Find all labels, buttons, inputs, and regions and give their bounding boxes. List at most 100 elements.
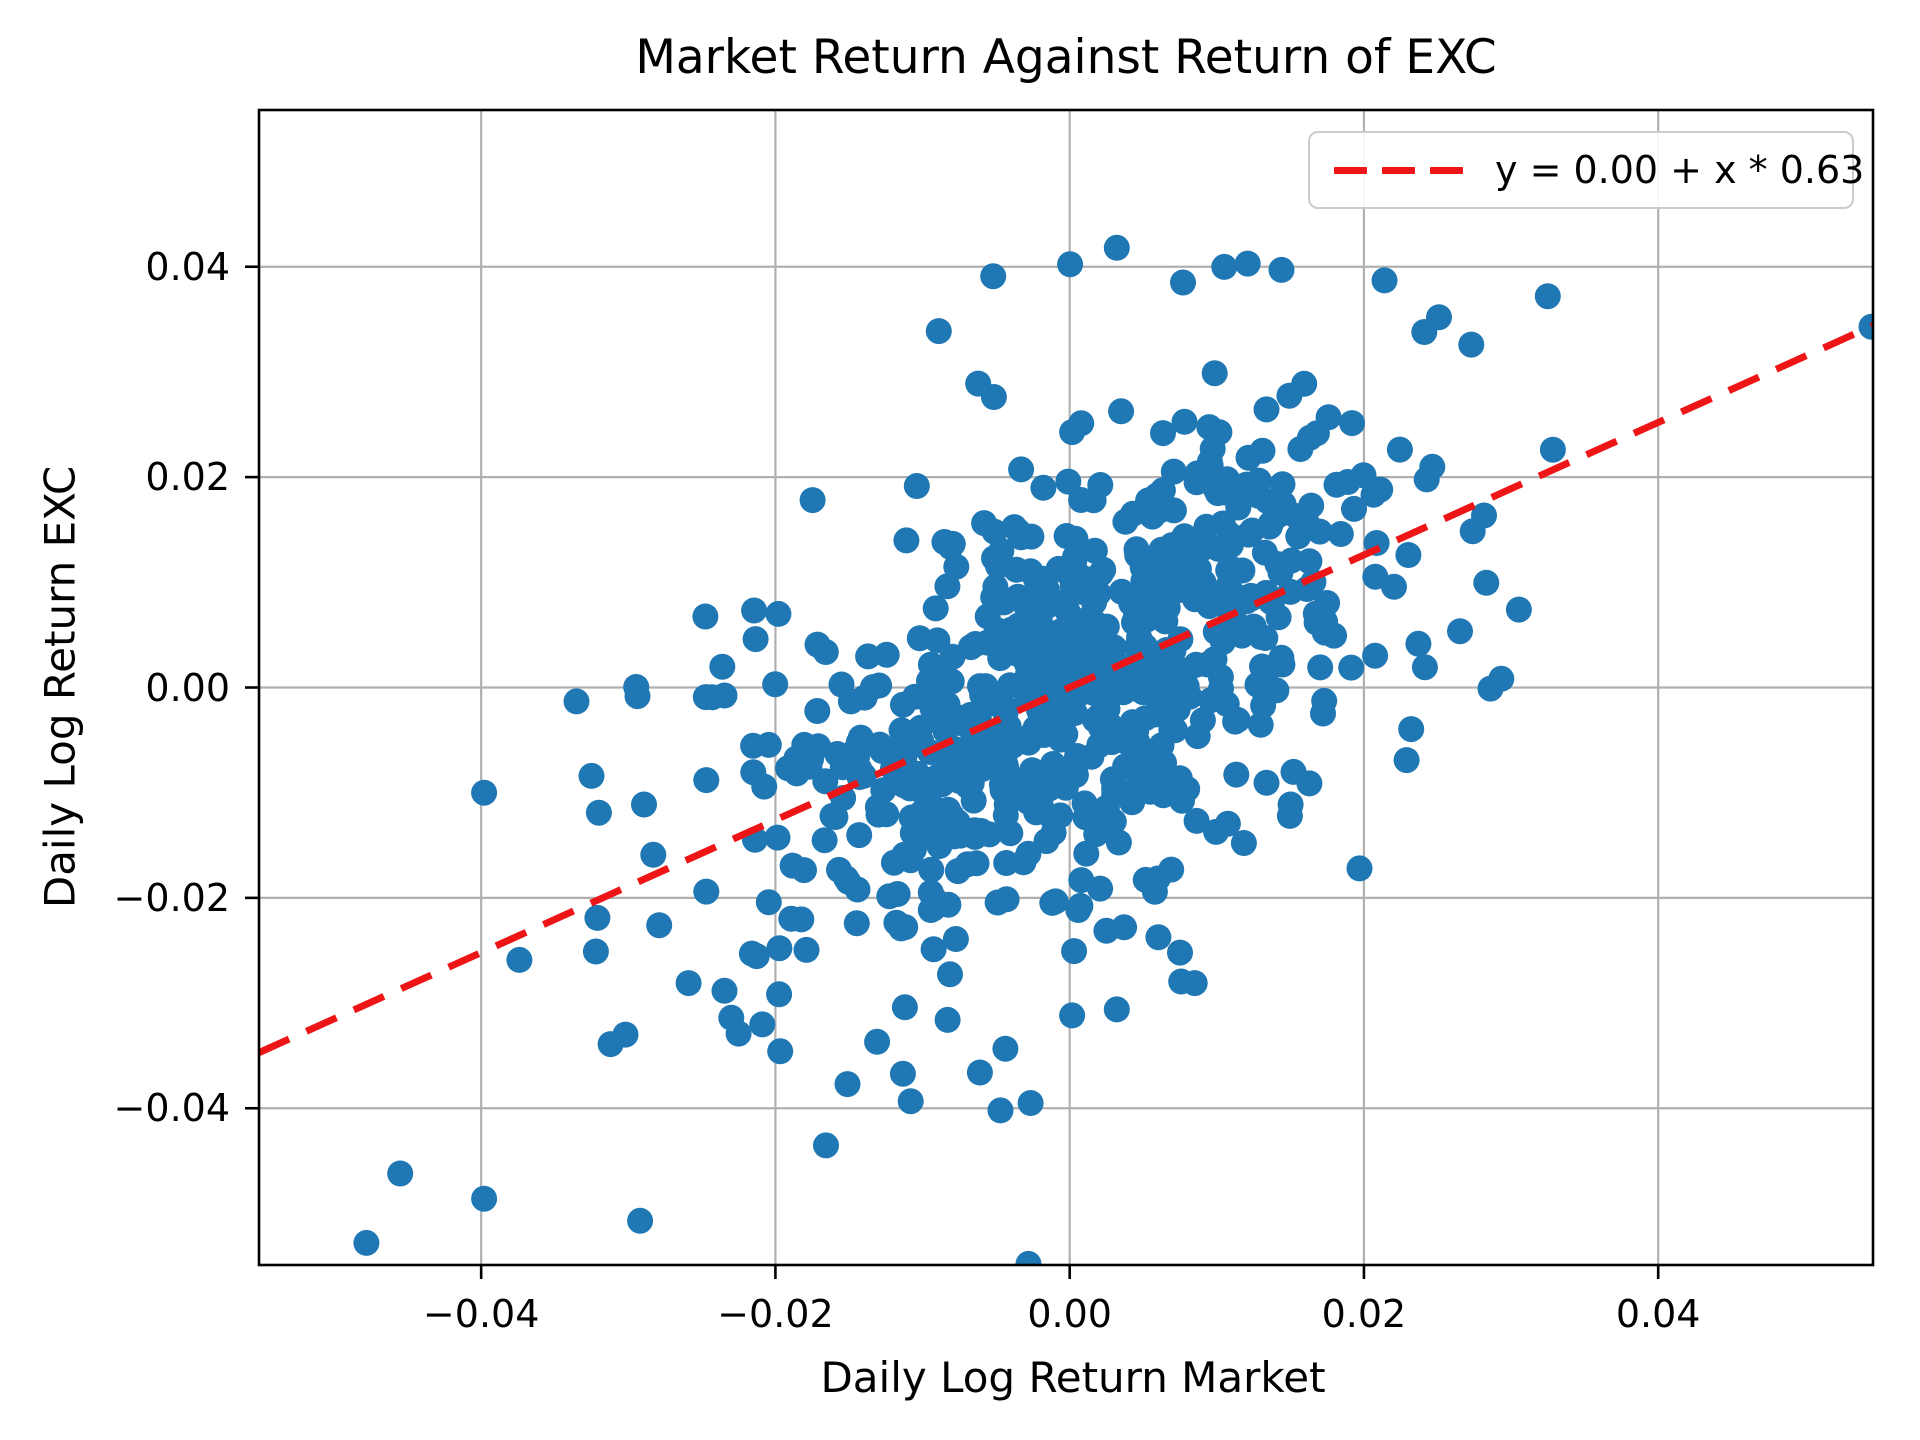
scatter-point	[965, 370, 992, 397]
scatter-point	[1219, 556, 1246, 583]
scatter-point	[1181, 970, 1208, 997]
scatter-point	[906, 625, 933, 652]
scatter-point	[563, 688, 590, 715]
scatter-point	[982, 573, 1009, 600]
scatter-point	[624, 683, 651, 710]
scatter-point	[1051, 707, 1077, 734]
scatter-point	[1087, 875, 1114, 902]
scatter-point	[1061, 938, 1088, 965]
scatter-point	[1459, 518, 1486, 545]
scatter-point	[1062, 543, 1088, 570]
scatter-point	[988, 771, 1015, 798]
scatter-point	[1858, 313, 1873, 340]
scatter-point	[1315, 404, 1342, 431]
tick-marks	[245, 265, 1660, 1279]
scatter-point	[1287, 436, 1314, 462]
scatter-point	[866, 731, 893, 758]
scatter-point	[1148, 536, 1175, 563]
scatter-point	[995, 735, 1022, 762]
scatter-point	[1042, 888, 1069, 915]
scatter-point	[1143, 682, 1170, 709]
scatter-point	[1087, 650, 1114, 677]
scatter-point	[890, 691, 916, 718]
scatter-point	[889, 1060, 916, 1087]
scatter-point	[1085, 580, 1112, 607]
scatter-point	[1302, 600, 1329, 627]
scatter-point	[897, 1088, 924, 1115]
scatter-point	[1234, 250, 1261, 277]
scatter-point	[582, 938, 609, 965]
scatter-point	[1204, 480, 1231, 507]
scatter-point	[767, 1038, 794, 1065]
scatter-point	[1173, 550, 1200, 577]
x-tick-label: 0.00	[1027, 1292, 1112, 1336]
scatter-point	[1539, 436, 1566, 463]
scatter-point	[740, 732, 767, 759]
scatter-point	[1125, 743, 1152, 770]
scatter-point	[1090, 556, 1117, 583]
scatter-point	[1078, 743, 1105, 770]
scatter-point	[1211, 253, 1238, 280]
scatter-point	[1505, 596, 1532, 623]
scatter-point	[1008, 456, 1035, 483]
scatter-point	[1426, 304, 1452, 331]
scatter-point	[1189, 707, 1216, 734]
scatter-point	[1298, 492, 1325, 519]
scatter-point	[1251, 539, 1278, 566]
scatter-point	[846, 822, 873, 849]
scatter-point	[1362, 642, 1389, 669]
scatter-point	[1173, 673, 1200, 700]
scatter-point	[1534, 283, 1561, 310]
scatter-point	[837, 688, 864, 715]
scatter-point	[954, 851, 981, 878]
scatter-point	[1134, 601, 1161, 628]
scatter-point	[920, 664, 947, 691]
scatter-point	[1053, 523, 1080, 549]
scatter-point	[1019, 629, 1046, 655]
scatter-point	[971, 510, 998, 537]
y-tick-label: −0.04	[113, 1086, 230, 1131]
scatter-point	[1169, 787, 1195, 814]
scatter-point	[640, 841, 667, 868]
scatter-point	[1170, 269, 1196, 296]
regression-line	[259, 322, 1873, 1056]
scatter-point	[1346, 855, 1373, 882]
scatter-point	[1057, 251, 1084, 278]
legend-label: y = 0.00 + x * 0.63	[1495, 148, 1865, 192]
scatter-point	[597, 1031, 624, 1058]
scatter-point	[995, 713, 1022, 740]
scatter-point	[843, 910, 870, 937]
scatter-point	[812, 768, 839, 795]
scatter-point	[1047, 802, 1074, 829]
scatter-point	[1162, 717, 1188, 744]
scatter-point	[1405, 630, 1432, 657]
scatter-point	[1144, 865, 1171, 892]
scatter-point	[1111, 914, 1138, 941]
scatter-point	[1253, 769, 1280, 796]
scatter-point	[709, 653, 736, 680]
scatter-point	[1059, 1002, 1086, 1029]
scatter-point	[1135, 487, 1162, 514]
scatter-point	[766, 935, 793, 962]
scatter-point	[822, 804, 849, 830]
y-tick-label: −0.02	[113, 875, 230, 920]
scatter-point	[387, 1160, 414, 1187]
scatter-point	[1166, 765, 1193, 792]
scatter-point	[584, 904, 611, 931]
scatter-point	[934, 573, 961, 600]
scatter-point	[1150, 420, 1176, 447]
scatter-point	[834, 1071, 861, 1098]
scatter-point	[934, 1006, 961, 1033]
scatter-point	[922, 595, 949, 622]
scatter-point	[793, 936, 820, 963]
scatter-point	[1103, 234, 1130, 261]
y-tick-label: 0.04	[145, 244, 230, 289]
scatter-point	[993, 850, 1020, 876]
scatter-point	[1171, 523, 1198, 550]
scatter-point	[897, 775, 923, 802]
scatter-point	[943, 553, 970, 580]
scatter-point	[913, 795, 940, 822]
scatter-point	[1005, 518, 1032, 545]
scatter-point	[692, 603, 719, 630]
